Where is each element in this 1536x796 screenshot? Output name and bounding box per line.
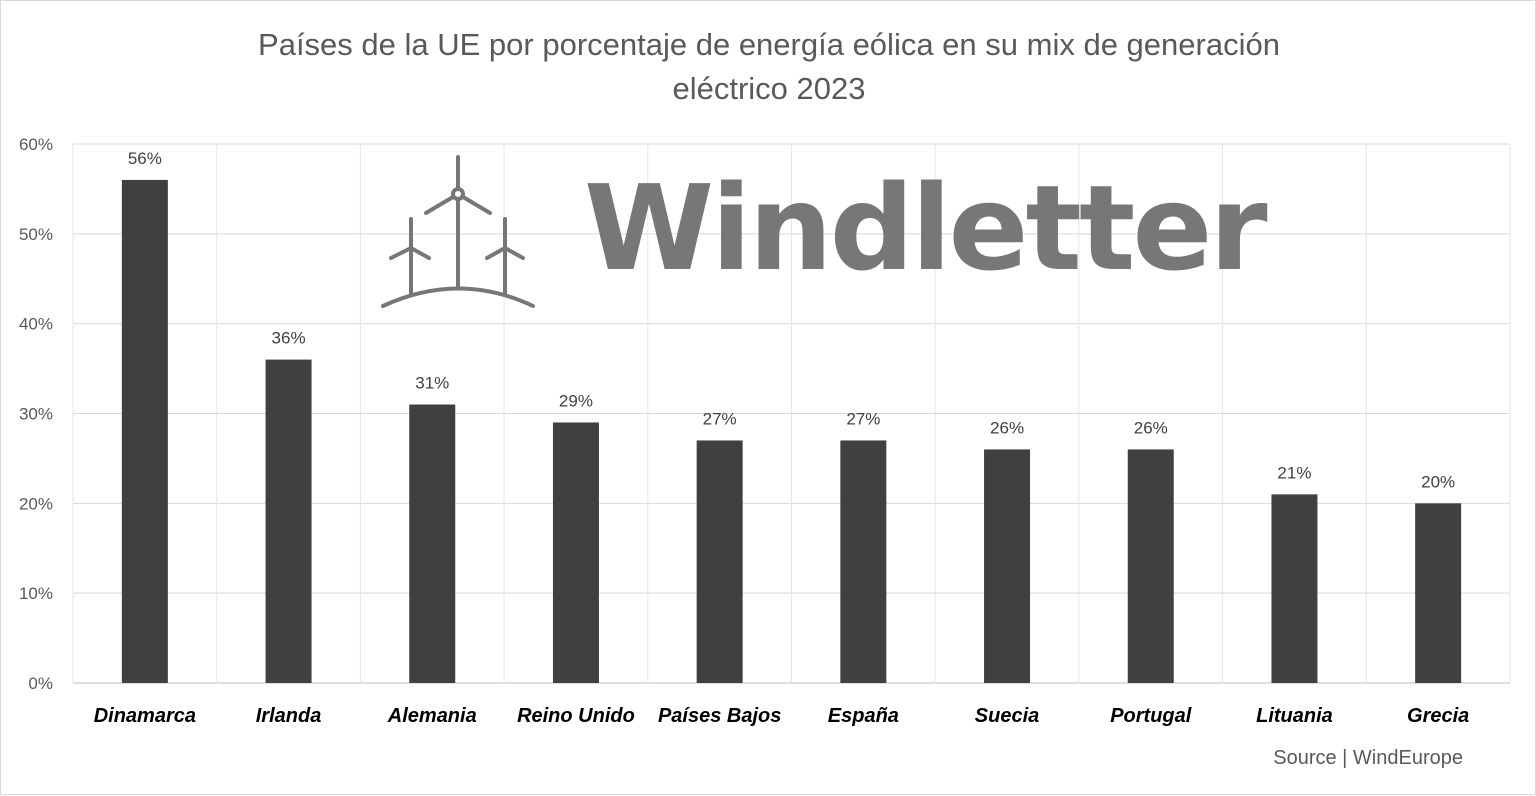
x-tick-label: Reino Unido	[517, 705, 635, 727]
x-tick-label: Portugal	[1110, 705, 1192, 727]
x-tick-label: Irlanda	[256, 705, 322, 727]
bar	[984, 449, 1031, 683]
bar	[409, 404, 456, 683]
data-label: 21%	[1277, 463, 1311, 482]
bar	[696, 440, 743, 683]
chart-title-line-2: eléctrico 2023	[672, 71, 866, 106]
bars	[121, 179, 1462, 683]
y-tick-label: 50%	[19, 225, 53, 244]
chart-title: Países de la UE por porcentaje de energí…	[169, 23, 1369, 111]
bar	[121, 179, 168, 683]
bar	[1271, 494, 1318, 683]
bar	[265, 359, 312, 683]
y-tick-label: 10%	[19, 584, 53, 603]
data-label: 36%	[272, 329, 306, 348]
y-axis-tick-labels: 0% 10% 20% 30% 40% 50% 60%	[19, 135, 53, 693]
data-label: 26%	[1134, 418, 1168, 437]
bar	[1415, 503, 1462, 683]
watermark-text: Windletter	[584, 159, 1268, 297]
x-tick-label: Alemania	[387, 705, 477, 727]
data-label: 26%	[990, 418, 1024, 437]
data-label: 29%	[559, 391, 593, 410]
wind-turbines-icon	[381, 155, 535, 308]
x-tick-label: Países Bajos	[658, 705, 781, 727]
y-tick-label: 0%	[28, 674, 53, 693]
chart-title-line-1: Países de la UE por porcentaje de energí…	[258, 27, 1280, 62]
y-tick-label: 30%	[19, 405, 53, 424]
y-tick-label: 60%	[19, 135, 53, 154]
grid-lines	[72, 143, 1511, 684]
bar	[552, 422, 599, 683]
data-label: 56%	[128, 149, 162, 168]
x-axis-tick-labels: Dinamarca Irlanda Alemania Reino Unido Paíse…	[94, 705, 1470, 727]
x-tick-label: Dinamarca	[94, 705, 196, 727]
x-tick-label: Grecia	[1407, 705, 1469, 727]
bar	[1127, 449, 1174, 683]
y-tick-label: 40%	[19, 315, 53, 334]
data-label: 27%	[846, 409, 880, 428]
y-tick-label: 20%	[19, 494, 53, 513]
data-label: 31%	[415, 374, 449, 393]
data-labels: 56% 36% 31% 29% 27% 27% 26% 26% 21% 20%	[128, 149, 1455, 491]
x-tick-label: Lituania	[1256, 705, 1333, 727]
source-note: Source | WindEurope	[1273, 747, 1463, 769]
data-label: 20%	[1421, 472, 1455, 491]
x-tick-label: Suecia	[975, 705, 1039, 727]
x-tick-label: España	[828, 705, 899, 727]
windletter-watermark: Windletter	[379, 151, 1268, 316]
bar	[840, 440, 887, 683]
data-label: 27%	[703, 409, 737, 428]
